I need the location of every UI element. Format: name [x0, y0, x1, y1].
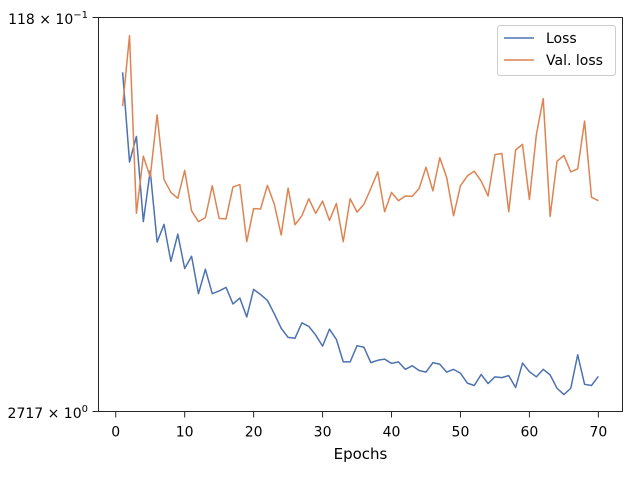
x-axis-label: Epochs	[334, 445, 388, 463]
y-tick-label-top-base: 118 × 10	[8, 12, 73, 28]
y-tick-label-bottom: 2717 × 100	[8, 404, 88, 422]
y-tick-label-bottom-exp: 0	[82, 404, 88, 415]
x-tick-label-70: 70	[589, 425, 607, 441]
y-tick-label-top: 118 × 10−1	[8, 10, 88, 28]
y-axis-ticks: 118 × 10−1 2717 × 100	[8, 10, 99, 422]
y-tick-label-top-exp: −1	[73, 10, 88, 21]
x-tick-label-40: 40	[383, 425, 401, 441]
series-line-loss	[121, 72, 599, 396]
plot-frame	[98, 17, 623, 412]
x-tick-label-20: 20	[245, 425, 263, 441]
x-tick-label-60: 60	[521, 425, 539, 441]
x-tick-label-30: 30	[314, 425, 332, 441]
x-tick-label-0: 0	[111, 425, 120, 441]
x-axis-ticks: 0 10 20 30 40 50 60 70	[111, 411, 607, 441]
legend: Loss Val. loss	[497, 25, 616, 76]
series-layer	[121, 34, 599, 396]
series-line-val-loss	[121, 34, 599, 243]
x-tick-label-10: 10	[176, 425, 194, 441]
y-tick-label-bottom-base: 2717 × 10	[8, 406, 82, 422]
legend-label-val-loss: Val. loss	[546, 53, 603, 69]
x-tick-label-50: 50	[452, 425, 470, 441]
legend-label-loss: Loss	[546, 31, 577, 47]
